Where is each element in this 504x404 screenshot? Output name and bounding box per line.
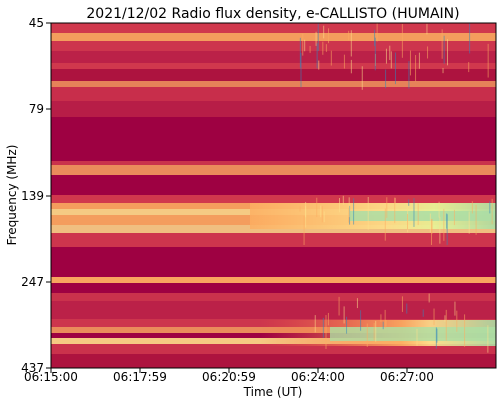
- chart-title: 2021/12/02 Radio flux density, e-CALLIST…: [86, 6, 459, 22]
- y-tick: 139: [21, 189, 51, 203]
- emission-band: [51, 283, 496, 293]
- x-tick-label: 06:20:59: [202, 370, 256, 384]
- emission-band: [51, 165, 496, 175]
- emission-band: [51, 69, 496, 81]
- emission-band: [51, 63, 496, 69]
- emission-band: [51, 41, 496, 51]
- x-tick: 06:20:59: [202, 368, 256, 384]
- x-tick-label: 06:24:00: [291, 370, 345, 384]
- interference-streaks: [299, 23, 493, 353]
- emission-band: [51, 81, 496, 87]
- emission-band: [51, 161, 496, 165]
- x-axis-label: Time (UT): [243, 385, 303, 399]
- emission-band: [51, 101, 496, 117]
- emission-band: [51, 293, 496, 301]
- emission-band: [51, 23, 496, 33]
- emission-band: [51, 301, 496, 319]
- y-tick: 247: [21, 275, 51, 289]
- emission-band: [51, 175, 496, 195]
- y-axis: 45 79 139 247 437 Frequency (MHz): [5, 16, 51, 375]
- emission-band: [51, 87, 496, 101]
- emission-band: [51, 33, 496, 41]
- burst-lower-core: [330, 327, 496, 341]
- x-axis: 06:15:00 06:17:59 06:20:59 06:24:00 06:2…: [24, 368, 434, 399]
- emission-bands: [51, 23, 496, 368]
- y-tick-label: 437: [21, 361, 44, 375]
- emission-band: [51, 233, 496, 247]
- emission-band: [51, 195, 496, 203]
- x-tick: 06:17:59: [113, 368, 167, 384]
- y-axis-label: Frequency (MHz): [5, 145, 19, 246]
- y-tick: 45: [29, 16, 51, 30]
- y-tick: 79: [29, 102, 51, 116]
- x-tick-label: 06:27:00: [380, 370, 434, 384]
- emission-band: [51, 51, 496, 63]
- emission-band: [51, 344, 496, 354]
- y-tick-label: 139: [21, 189, 44, 203]
- y-tick: 437: [21, 361, 51, 375]
- emission-band: [51, 117, 496, 161]
- x-tick: 06:27:00: [380, 368, 434, 384]
- y-tick-label: 247: [21, 275, 44, 289]
- burst-upper-core: [350, 211, 496, 221]
- plot-area: [50, 22, 497, 369]
- emission-band: [51, 354, 496, 368]
- emission-band: [51, 277, 496, 283]
- x-tick: 06:15:00: [24, 368, 78, 384]
- y-tick-label: 79: [29, 102, 44, 116]
- x-tick-label: 06:17:59: [113, 370, 167, 384]
- x-tick: 06:24:00: [291, 368, 345, 384]
- x-tick-label: 06:15:00: [24, 370, 78, 384]
- y-tick-label: 45: [29, 16, 44, 30]
- emission-band: [51, 247, 496, 277]
